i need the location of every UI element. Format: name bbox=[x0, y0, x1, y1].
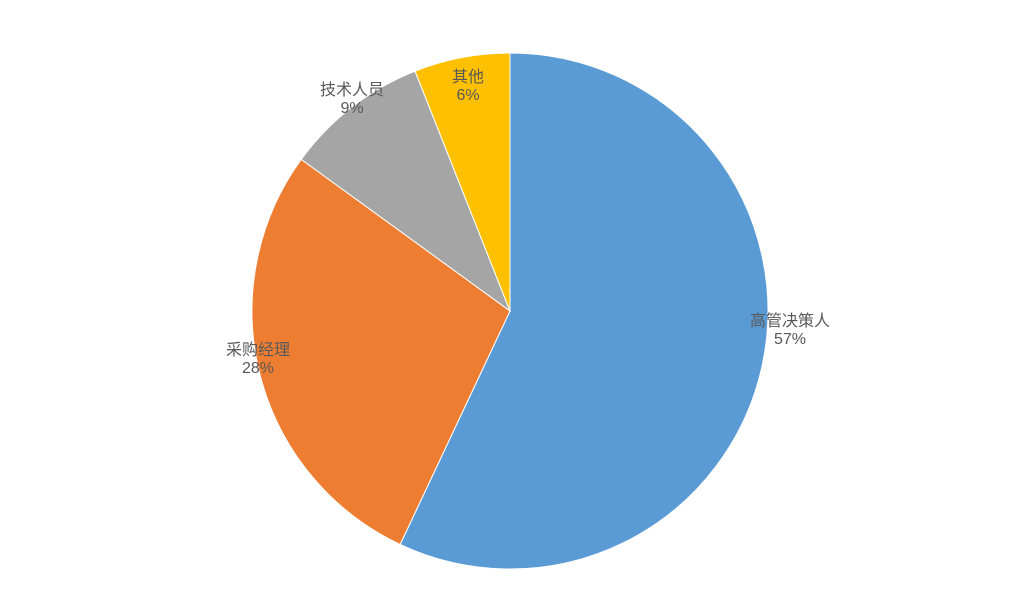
slice-label-percent: 6% bbox=[456, 87, 479, 104]
slice-label-percent: 9% bbox=[340, 100, 363, 117]
slice-label-name: 技术人员 bbox=[320, 81, 384, 99]
slice-label-percent: 57% bbox=[774, 331, 806, 348]
slice-label-name: 其他 bbox=[452, 68, 484, 86]
slice-label-percent: 28% bbox=[242, 360, 274, 377]
slice-label-name: 采购经理 bbox=[226, 341, 290, 359]
pie-chart: 高管决策人57% 采购经理28% 技术人员9% 其他6% bbox=[0, 0, 1020, 615]
slice-label-name: 高管决策人 bbox=[750, 312, 830, 330]
